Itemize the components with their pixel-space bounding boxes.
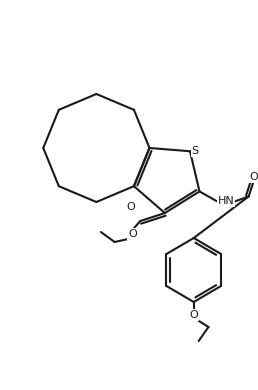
Text: S: S [191,146,198,156]
Text: O: O [128,229,137,239]
Text: O: O [126,202,135,212]
Text: O: O [249,172,258,183]
Text: O: O [189,310,198,320]
Text: HN: HN [218,197,235,206]
